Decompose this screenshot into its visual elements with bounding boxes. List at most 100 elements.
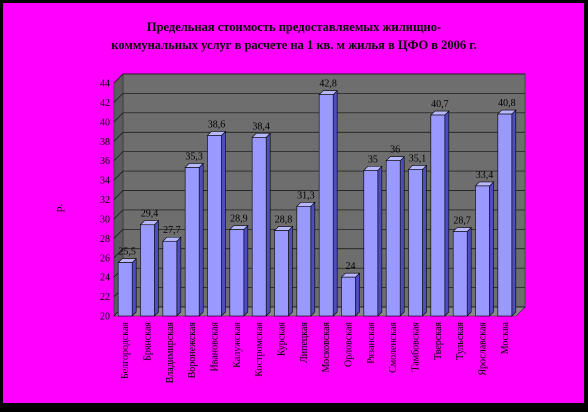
gridline bbox=[113, 151, 525, 161]
bar-side bbox=[511, 109, 517, 317]
x-tick-label: Курская bbox=[277, 322, 288, 357]
bar-front bbox=[229, 229, 245, 317]
chart-title-line-1: Предельная стоимость предоставляемых жил… bbox=[147, 20, 441, 34]
bar-side bbox=[131, 257, 137, 317]
value-label: 29,4 bbox=[141, 209, 159, 220]
bar-front bbox=[162, 240, 178, 317]
x-axis-labels: Белгородская Брянская Владимирская Воронежс… bbox=[120, 321, 511, 383]
gridline bbox=[113, 93, 525, 103]
bar bbox=[363, 165, 383, 317]
bar-front bbox=[452, 231, 468, 317]
bar-front bbox=[408, 169, 423, 317]
y-tick-label: 24 bbox=[100, 273, 110, 284]
gridline bbox=[113, 73, 525, 84]
value-labels: 25,5 29,4 27,7 35,3 38,6 28,9 38,4 28,8 31,3 42,8… bbox=[118, 79, 515, 273]
y-tick-label: 28 bbox=[100, 234, 110, 245]
bar-front bbox=[184, 167, 200, 317]
chart-title: Предельная стоимость предоставляемых жил… bbox=[111, 20, 476, 52]
value-label: 27,7 bbox=[163, 225, 181, 236]
value-label: 28,7 bbox=[453, 216, 471, 227]
bar-side bbox=[444, 110, 450, 317]
x-tick-label: Тверская bbox=[433, 322, 444, 360]
bar-side bbox=[355, 272, 360, 317]
bar-side bbox=[243, 224, 249, 317]
value-label: 35,1 bbox=[409, 153, 427, 164]
bar-side bbox=[332, 89, 338, 317]
x-tick-label: Ярославская bbox=[478, 322, 489, 376]
bar-side bbox=[310, 201, 316, 317]
x-tick-label: Липецкая bbox=[299, 322, 310, 363]
y-tick-label: 32 bbox=[100, 195, 110, 206]
x-tick-label: Тамбовская bbox=[411, 322, 422, 372]
x-tick-label: Воронежская bbox=[187, 322, 198, 379]
bar-front bbox=[341, 276, 356, 317]
bar-side bbox=[399, 155, 405, 317]
value-label: 38,4 bbox=[252, 121, 270, 132]
x-tick-label: Ивановская bbox=[210, 322, 221, 372]
value-label: 33,4 bbox=[476, 170, 494, 181]
value-label: 38,6 bbox=[208, 119, 226, 130]
bar bbox=[229, 224, 249, 317]
bar-side bbox=[489, 181, 494, 317]
bar-side bbox=[265, 132, 271, 317]
bars bbox=[117, 89, 517, 317]
bar bbox=[162, 236, 182, 317]
x-tick-label: Костромская bbox=[254, 322, 265, 377]
bar bbox=[318, 89, 338, 317]
bar bbox=[206, 130, 227, 317]
x-tick-label: Тульская bbox=[455, 322, 466, 360]
bar-front bbox=[117, 262, 133, 317]
x-tick-label: Рязанская bbox=[366, 322, 377, 364]
y-tick-label: 36 bbox=[100, 156, 110, 167]
value-label: 31,3 bbox=[297, 190, 315, 201]
bar-front bbox=[475, 185, 490, 317]
bar-front bbox=[296, 205, 312, 317]
x-tick-label: Брянская bbox=[143, 322, 154, 361]
value-label: 25,5 bbox=[118, 247, 136, 258]
y-tick-label: 42 bbox=[100, 98, 110, 109]
y-tick-label: 34 bbox=[100, 176, 110, 187]
y-tick-label: 40 bbox=[100, 117, 110, 128]
gridline bbox=[113, 131, 525, 142]
value-label: 35 bbox=[368, 154, 378, 165]
bar-side bbox=[422, 164, 427, 317]
y-tick-label: 30 bbox=[100, 214, 110, 225]
x-tick-label: Московская bbox=[321, 322, 332, 373]
bar-side bbox=[466, 226, 472, 317]
bar-front bbox=[251, 137, 267, 317]
bar bbox=[407, 164, 428, 317]
bar-side bbox=[288, 225, 293, 317]
y-axis-ticks: 20 22 24 26 28 30 32 34 36 38 40 42 44 bbox=[100, 79, 110, 323]
y-tick-label: 44 bbox=[100, 79, 110, 90]
bar-front bbox=[497, 113, 513, 317]
value-label: 36 bbox=[390, 145, 400, 156]
bar-front bbox=[363, 170, 379, 317]
bar bbox=[251, 132, 271, 317]
bar bbox=[184, 162, 204, 317]
bar bbox=[340, 272, 361, 317]
value-label: 24 bbox=[346, 261, 356, 272]
bar-front bbox=[207, 135, 222, 317]
bar-front bbox=[274, 230, 289, 317]
y-tick-label: 20 bbox=[100, 312, 110, 323]
y-axis-label: р. bbox=[53, 204, 65, 213]
value-label: 40,8 bbox=[498, 98, 516, 109]
x-tick-label: Орловская bbox=[344, 322, 355, 367]
bar bbox=[117, 257, 137, 317]
bar bbox=[296, 201, 316, 317]
bar bbox=[385, 155, 405, 317]
value-label: 40,7 bbox=[431, 99, 449, 110]
bar bbox=[497, 109, 517, 317]
x-tick-label: Белгородская bbox=[120, 322, 131, 379]
x-tick-label: Москва bbox=[500, 321, 511, 354]
value-label: 28,8 bbox=[275, 215, 293, 226]
x-tick-label: Смоленская bbox=[388, 322, 399, 373]
bar bbox=[273, 225, 294, 317]
bar-side bbox=[377, 165, 383, 317]
chart-title-line-2: коммунальных услуг в расчете на 1 кв. м … bbox=[111, 38, 476, 52]
x-tick-label: Калужская bbox=[232, 322, 243, 368]
gridline bbox=[113, 112, 525, 123]
y-tick-label: 38 bbox=[100, 137, 110, 148]
